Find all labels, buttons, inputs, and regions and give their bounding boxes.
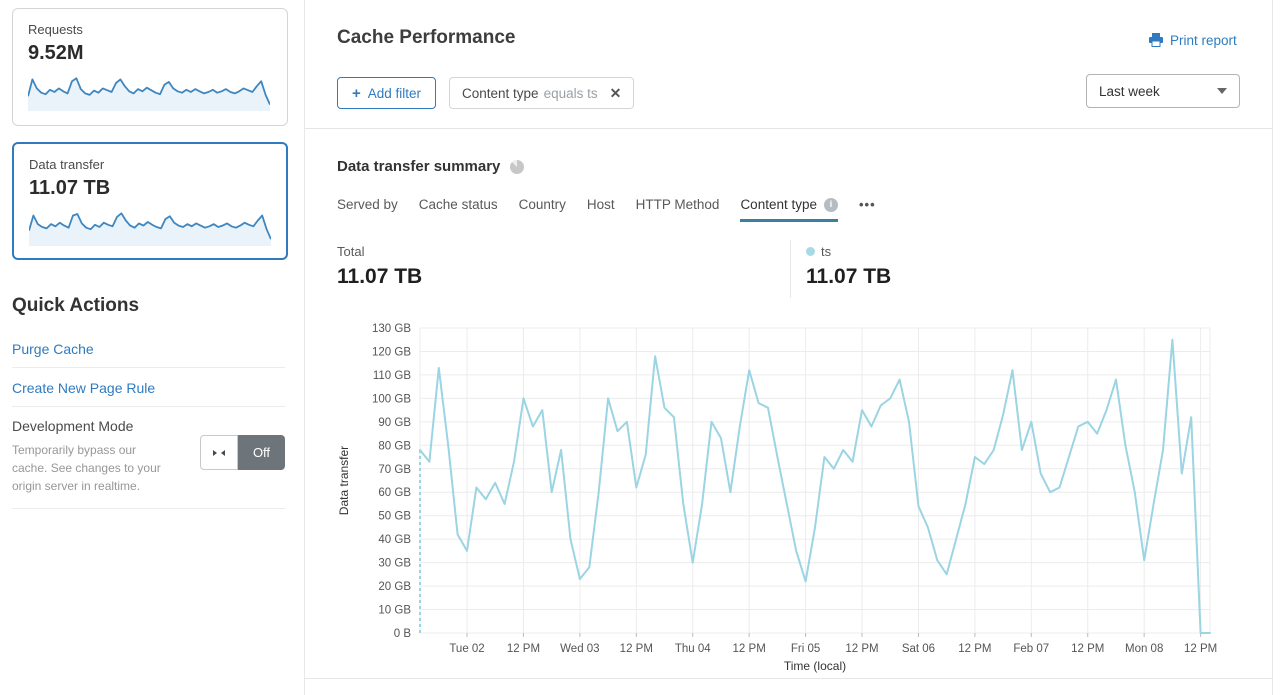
toggle-off-label: Off — [238, 435, 285, 470]
time-range-value: Last week — [1099, 83, 1160, 99]
x-tick-label: Thu 04 — [675, 643, 711, 655]
y-tick-label: 70 GB — [378, 464, 411, 476]
sparkline-fill — [29, 213, 271, 246]
y-tick-label: 80 GB — [378, 440, 411, 452]
y-tick-label: 110 GB — [373, 370, 411, 382]
y-tick-label: 10 GB — [378, 605, 411, 617]
y-tick-label: 30 GB — [378, 558, 411, 570]
tab-host[interactable]: Host — [586, 197, 615, 212]
data-transfer-sparkline — [29, 212, 271, 246]
data-transfer-card-label: Data transfer — [29, 157, 105, 172]
totals-divider — [790, 240, 791, 298]
y-tick-label: 120 GB — [372, 346, 411, 358]
development-mode-toggle[interactable]: Off — [200, 435, 285, 470]
print-report-link[interactable]: Print report — [1148, 32, 1237, 48]
y-tick-label: 0 B — [394, 628, 412, 640]
y-tick-label: 130 GB — [372, 323, 411, 335]
x-tick-label: Wed 03 — [560, 643, 599, 655]
purge-cache-link[interactable]: Purge Cache — [12, 341, 94, 357]
data-transfer-card[interactable]: Data transfer 11.07 TB — [12, 142, 288, 260]
toggle-arrows-icon — [200, 435, 238, 470]
filter-chip-field: Content type — [462, 85, 539, 101]
summary-title: Data transfer summary — [337, 158, 501, 175]
sidebar-divider — [12, 508, 285, 509]
sidebar-divider — [12, 367, 285, 368]
y-tick-label: 50 GB — [378, 511, 411, 523]
tab-country[interactable]: Country — [518, 197, 566, 212]
tab-content-type[interactable]: Content type i — [740, 197, 838, 222]
add-filter-button[interactable]: + Add filter — [337, 77, 437, 109]
data-freshness-icon[interactable] — [509, 159, 525, 175]
time-range-select[interactable]: Last week — [1086, 74, 1240, 108]
remove-filter-icon[interactable]: ✕ — [609, 84, 622, 101]
x-tick-label: 12 PM — [1184, 643, 1217, 655]
more-tabs-button[interactable]: ••• — [859, 197, 876, 212]
requests-card-value: 9.52M — [28, 42, 84, 64]
summary-tabs: Served by Cache status Country Host HTTP… — [337, 197, 876, 222]
x-tick-label: 12 PM — [733, 643, 766, 655]
y-tick-label: 100 GB — [372, 393, 411, 405]
create-page-rule-link[interactable]: Create New Page Rule — [12, 380, 156, 396]
x-tick-label: Fri 05 — [791, 643, 820, 655]
series-value: 11.07 TB — [806, 265, 892, 288]
x-tick-label: 12 PM — [620, 643, 653, 655]
filter-chip[interactable]: Content type equals ts ✕ — [449, 77, 635, 109]
x-tick-label: 12 PM — [1071, 643, 1104, 655]
x-tick-label: Feb 07 — [1013, 643, 1049, 655]
x-tick-label: 12 PM — [958, 643, 991, 655]
development-mode-title: Development Mode — [12, 418, 134, 434]
series-line-ts — [419, 338, 1211, 634]
total-value: 11.07 TB — [337, 265, 423, 288]
x-tick-label: Mon 08 — [1125, 643, 1163, 655]
plus-icon: + — [352, 84, 361, 102]
requests-card-label: Requests — [28, 22, 83, 37]
y-tick-label: 40 GB — [378, 534, 411, 546]
content-right-border — [1272, 0, 1273, 695]
tab-cache-status[interactable]: Cache status — [418, 197, 498, 212]
x-axis-title: Time (local) — [784, 659, 846, 673]
sidebar: Requests 9.52M Data transfer 11.07 TB Qu… — [0, 0, 305, 695]
sidebar-divider — [12, 406, 285, 407]
page-title: Cache Performance — [337, 27, 516, 48]
series-legend-dot — [806, 247, 815, 256]
series-label: ts — [821, 244, 832, 259]
requests-card[interactable]: Requests 9.52M — [12, 8, 288, 126]
header-divider — [305, 128, 1272, 129]
y-tick-label: 20 GB — [378, 581, 411, 593]
sparkline-fill — [28, 78, 270, 111]
sparkline-line — [28, 77, 270, 105]
section-divider — [305, 678, 1272, 679]
y-tick-label: 60 GB — [378, 487, 411, 499]
total-label: Total — [337, 244, 365, 259]
quick-actions-title: Quick Actions — [12, 295, 140, 316]
data-transfer-card-value: 11.07 TB — [29, 177, 111, 199]
sparkline-line — [29, 212, 271, 240]
print-report-label: Print report — [1170, 32, 1237, 48]
y-tick-label: 90 GB — [378, 417, 411, 429]
add-filter-label: Add filter — [367, 85, 422, 101]
tab-http-method[interactable]: HTTP Method — [635, 197, 720, 212]
development-mode-description: Temporarily bypass our cache. See change… — [12, 443, 161, 493]
y-axis-title: Data transfer — [337, 446, 351, 515]
summary-header: Data transfer summary — [337, 158, 525, 175]
x-tick-label: Tue 02 — [449, 643, 484, 655]
info-icon[interactable]: i — [824, 197, 838, 212]
tab-served-by[interactable]: Served by — [337, 197, 398, 212]
x-tick-label: 12 PM — [845, 643, 878, 655]
chevron-down-icon — [1217, 88, 1227, 94]
data-transfer-chart[interactable]: 0 B 10 GB 20 GB 30 GB 40 GB 50 GB 60 GB 70 GB 80… — [335, 315, 1250, 677]
x-tick-label: Sat 06 — [902, 643, 935, 655]
requests-sparkline — [28, 77, 270, 111]
filter-chip-condition: equals ts — [543, 85, 598, 101]
printer-icon — [1149, 33, 1163, 47]
x-tick-label: 12 PM — [507, 643, 540, 655]
